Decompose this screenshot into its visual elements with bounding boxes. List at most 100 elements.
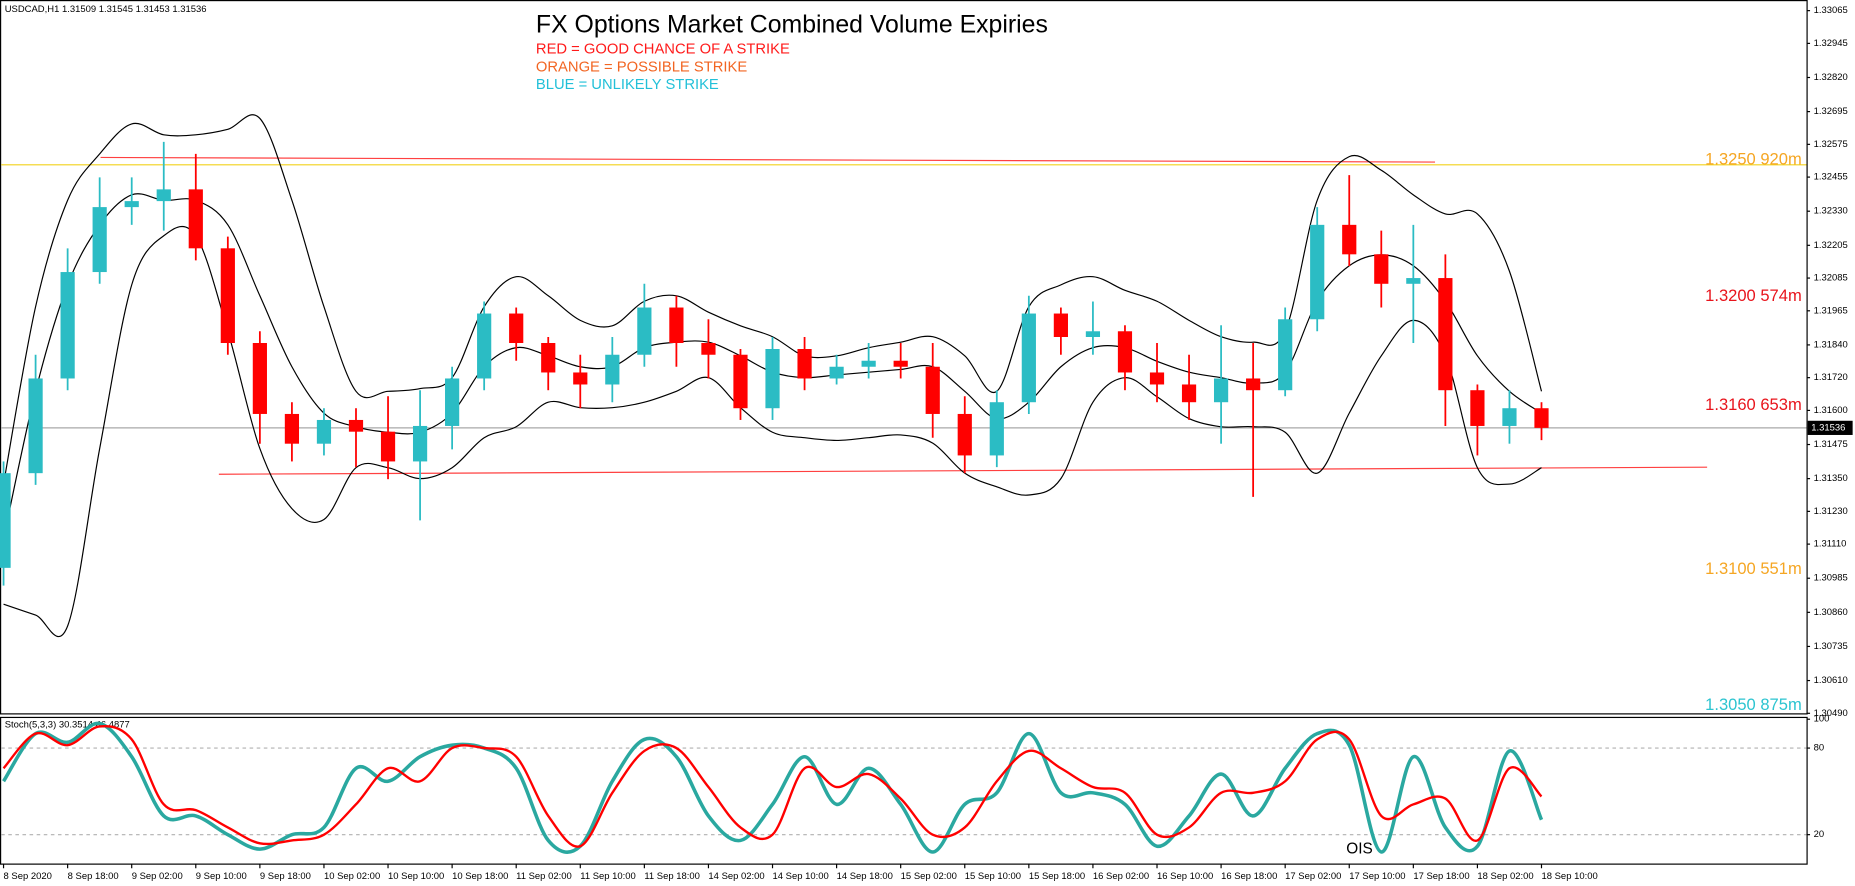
y-tick-label: 1.32455 <box>1814 172 1848 183</box>
x-tick-label: 17 Sep 02:00 <box>1285 871 1341 882</box>
symbol-header: USDCAD,H1 1.31509 1.31545 1.31453 1.3153… <box>5 4 207 15</box>
y-tick-label: 1.32085 <box>1814 273 1848 284</box>
x-tick-label: 14 Sep 10:00 <box>773 871 829 882</box>
stoch-tick-label: 80 <box>1814 743 1825 754</box>
candle-body <box>124 201 139 208</box>
candle-body <box>60 272 75 379</box>
candle-body <box>92 207 107 273</box>
trend-line <box>100 156 1436 163</box>
candle-body <box>541 343 556 373</box>
strike-annotation: 1.3050 875m <box>1705 695 1802 714</box>
candle-body <box>1406 278 1421 284</box>
candle-body <box>701 343 716 355</box>
bollinger-upper <box>2 114 1543 485</box>
stoch-d <box>2 724 1543 848</box>
candle-body <box>861 360 876 367</box>
candle-body <box>1534 408 1549 428</box>
y-tick-label: 1.31600 <box>1814 405 1848 416</box>
x-tick-label: 16 Sep 18:00 <box>1221 871 1277 882</box>
candle-body <box>188 189 203 249</box>
last-price-label: 1.31536 <box>1811 422 1845 433</box>
x-tick-label: 8 Sep 2020 <box>4 871 52 882</box>
candle-body <box>1117 331 1133 373</box>
chart-title: FX Options Market Combined Volume Expiri… <box>536 12 1048 39</box>
legend-note: ORANGE = POSSIBLE STRIKE <box>536 59 747 75</box>
main-panel <box>0 0 1808 715</box>
trend-line <box>218 466 1708 475</box>
candle-body <box>989 402 1004 456</box>
watermark: OIS <box>1346 840 1372 857</box>
legend-note: RED = GOOD CHANCE OF A STRIKE <box>536 42 790 58</box>
x-tick-label: 14 Sep 02:00 <box>708 871 764 882</box>
candle-body <box>156 189 171 202</box>
y-tick-label: 1.30610 <box>1814 675 1848 686</box>
candle-body <box>1374 254 1389 284</box>
y-tick-label: 1.30985 <box>1814 573 1848 584</box>
x-tick-label: 10 Sep 02:00 <box>324 871 380 882</box>
y-tick-label: 1.31350 <box>1814 473 1848 484</box>
candle-body <box>1438 278 1453 391</box>
x-tick-label: 11 Sep 02:00 <box>516 871 572 882</box>
candle-body <box>0 473 11 568</box>
candle-body <box>1213 378 1229 403</box>
candle-body <box>797 349 812 379</box>
x-tick-label: 11 Sep 18:00 <box>644 871 700 882</box>
y-tick-label: 1.32945 <box>1814 38 1848 49</box>
candle-body <box>28 378 43 474</box>
candle-body <box>220 248 235 344</box>
x-tick-label: 14 Sep 18:00 <box>837 871 893 882</box>
candle-body <box>1278 319 1293 391</box>
legend-note: BLUE = UNLIKELY STRIKE <box>536 77 719 93</box>
candle-body <box>733 354 748 409</box>
candle-body <box>1085 331 1101 338</box>
stoch-tick-label: 20 <box>1814 829 1825 840</box>
x-tick-label: 10 Sep 18:00 <box>452 871 508 882</box>
candle-body <box>316 419 332 444</box>
candle-body <box>957 413 972 456</box>
candle-body <box>380 431 396 462</box>
candle-body <box>1470 390 1485 426</box>
y-tick-label: 1.31475 <box>1814 439 1848 450</box>
x-tick-label: 18 Sep 10:00 <box>1541 871 1597 882</box>
candle-body <box>509 313 524 344</box>
candle-body <box>1053 313 1068 338</box>
candle-body <box>669 307 684 344</box>
candle-body <box>573 372 588 385</box>
candle-body <box>1342 224 1357 255</box>
candle-body <box>284 413 300 444</box>
candle-body <box>412 425 428 462</box>
candle-body <box>637 307 652 355</box>
y-tick-label: 1.31720 <box>1814 372 1848 383</box>
y-tick-label: 1.30860 <box>1814 607 1848 618</box>
strike-annotation: 1.3100 551m <box>1705 559 1802 578</box>
candle-body <box>445 378 460 426</box>
x-tick-label: 9 Sep 10:00 <box>196 871 247 882</box>
x-tick-label: 9 Sep 02:00 <box>132 871 183 882</box>
y-tick-label: 1.31230 <box>1814 506 1848 517</box>
x-tick-label: 15 Sep 02:00 <box>901 871 957 882</box>
stoch-k <box>2 721 1544 854</box>
x-tick-label: 9 Sep 18:00 <box>260 871 311 882</box>
strike-annotation: 1.3250 920m <box>1705 149 1802 168</box>
y-tick-label: 1.30735 <box>1814 641 1848 652</box>
x-tick-label: 10 Sep 10:00 <box>388 871 444 882</box>
y-tick-label: 1.32575 <box>1814 139 1848 150</box>
candle-body <box>1181 384 1197 403</box>
x-tick-label: 15 Sep 10:00 <box>965 871 1021 882</box>
candle-body <box>829 366 844 379</box>
candle-body <box>348 419 364 432</box>
x-tick-label: 17 Sep 10:00 <box>1349 871 1405 882</box>
x-tick-label: 11 Sep 10:00 <box>580 871 636 882</box>
candle-body <box>765 349 780 409</box>
candle-body <box>1310 224 1325 320</box>
candle-body <box>252 343 267 414</box>
candle-body <box>605 354 620 385</box>
x-tick-label: 15 Sep 18:00 <box>1029 871 1085 882</box>
candle-body <box>893 360 908 367</box>
y-tick-label: 1.32205 <box>1814 240 1848 251</box>
x-tick-label: 16 Sep 10:00 <box>1157 871 1213 882</box>
x-tick-label: 16 Sep 02:00 <box>1093 871 1149 882</box>
y-tick-label: 1.31965 <box>1814 305 1848 316</box>
stochastic-label: Stoch(5,3,3) 30.3514 46.4877 <box>5 720 130 731</box>
